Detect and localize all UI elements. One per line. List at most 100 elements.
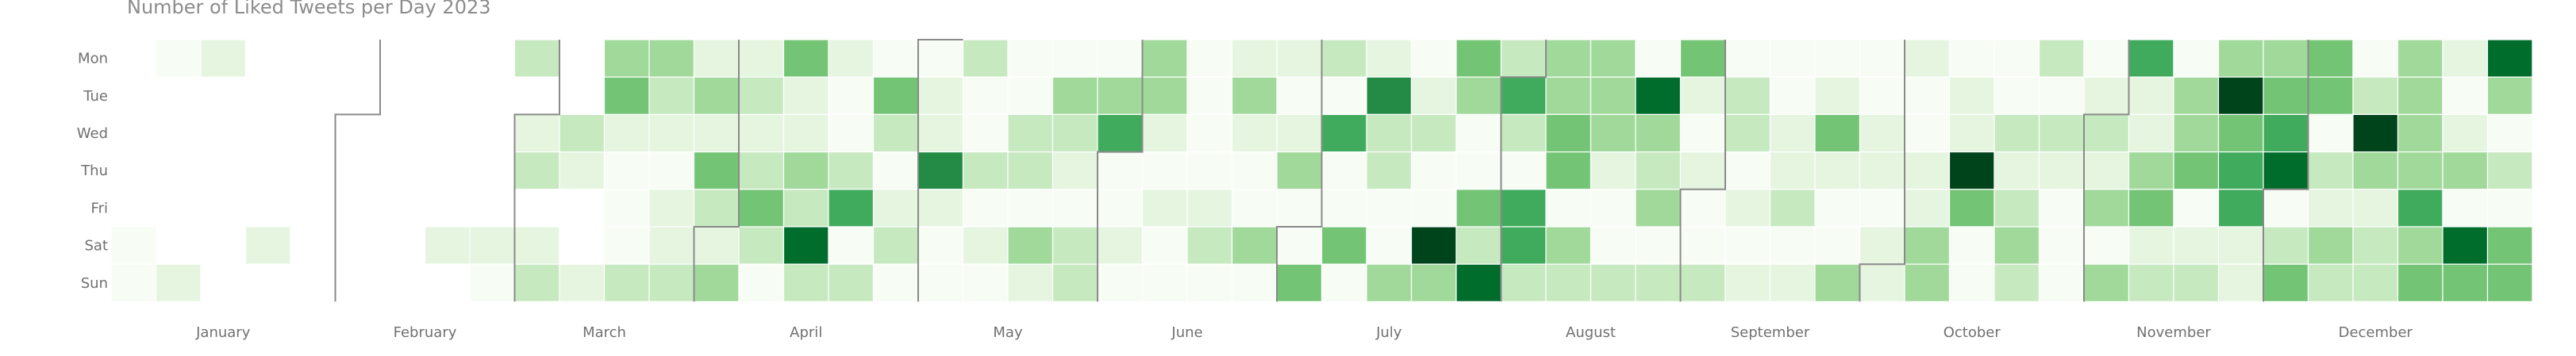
heatmap-cell xyxy=(1500,226,1547,265)
heatmap-cell xyxy=(1814,189,1861,228)
heatmap-cell xyxy=(244,76,291,115)
heatmap-cell xyxy=(155,76,202,115)
heatmap-cell xyxy=(334,226,381,265)
heatmap-cell xyxy=(917,263,964,303)
heatmap-cell xyxy=(917,76,964,115)
heatmap-cell xyxy=(693,39,740,78)
heatmap-cell xyxy=(1545,151,1592,190)
heatmap-cell xyxy=(513,263,560,303)
heatmap-cell xyxy=(2128,76,2174,115)
heatmap-cell xyxy=(962,113,1009,153)
heatmap-cell xyxy=(200,151,247,190)
heatmap-cell xyxy=(1141,113,1188,153)
heatmap-cell xyxy=(1545,189,1592,228)
heatmap-cell xyxy=(2128,226,2174,265)
heatmap-cell xyxy=(1679,76,1726,115)
heatmap-cell xyxy=(1097,113,1144,153)
heatmap-cell xyxy=(513,226,560,265)
heatmap-cell xyxy=(244,189,291,228)
heatmap-cell xyxy=(2352,151,2399,190)
heatmap-cell xyxy=(155,189,202,228)
heatmap-cell xyxy=(424,76,471,115)
heatmap-cell xyxy=(828,39,875,78)
heatmap-cell xyxy=(782,76,829,115)
heatmap-cell xyxy=(513,113,560,153)
heatmap-cell xyxy=(1859,263,1905,303)
heatmap-cell xyxy=(962,263,1009,303)
heatmap-cell xyxy=(1545,113,1592,153)
heatmap-cell xyxy=(2486,39,2533,78)
heatmap-cell xyxy=(782,151,829,190)
heatmap-cell xyxy=(1679,39,1726,78)
heatmap-cell xyxy=(2397,189,2443,228)
heatmap-cell xyxy=(513,76,560,115)
heatmap-cell xyxy=(1321,76,1367,115)
heatmap-cell xyxy=(2352,226,2399,265)
heatmap-cell xyxy=(1052,113,1098,153)
heatmap-cell xyxy=(1052,151,1098,190)
heatmap-cell xyxy=(2486,263,2533,303)
heatmap-cell xyxy=(1545,76,1592,115)
heatmap-cell xyxy=(1321,189,1367,228)
heatmap-cell xyxy=(1635,263,1682,303)
heatmap-cell xyxy=(155,226,202,265)
heatmap-cell xyxy=(2128,189,2174,228)
heatmap-cell xyxy=(2486,113,2533,153)
heatmap-cell xyxy=(424,151,471,190)
heatmap-cell xyxy=(513,151,560,190)
heatmap-cell xyxy=(1276,189,1323,228)
heatmap-cell xyxy=(1455,189,1502,228)
heatmap-cell xyxy=(603,39,650,78)
heatmap-cell xyxy=(782,189,829,228)
heatmap-cell xyxy=(559,263,606,303)
heatmap-cell xyxy=(1141,39,1188,78)
month-boundary-line xyxy=(1097,40,1144,302)
month-label-april: April xyxy=(790,324,822,341)
heatmap-cell xyxy=(200,263,247,303)
heatmap-cell xyxy=(2083,226,2130,265)
heatmap-cell xyxy=(1590,226,1636,265)
heatmap-cell xyxy=(1500,39,1547,78)
heatmap-cell xyxy=(2128,151,2174,190)
heatmap-cell xyxy=(828,113,875,153)
heatmap-cell xyxy=(1410,226,1457,265)
month-boundary-line xyxy=(693,40,740,302)
heatmap-cell xyxy=(2038,151,2085,190)
heatmap-cell xyxy=(648,113,695,153)
heatmap-cell xyxy=(1904,76,1951,115)
heatmap-cell xyxy=(1097,189,1144,228)
heatmap-cell xyxy=(110,189,157,228)
heatmap-cell xyxy=(244,226,291,265)
heatmap-cell xyxy=(738,113,785,153)
heatmap-cell xyxy=(1814,113,1861,153)
heatmap-cell xyxy=(603,226,650,265)
month-label-november: November xyxy=(2136,324,2211,341)
heatmap-cell xyxy=(1366,189,1413,228)
heatmap-cell xyxy=(1679,226,1726,265)
heatmap-cell xyxy=(738,263,785,303)
heatmap-cell xyxy=(1410,113,1457,153)
heatmap-cell xyxy=(2442,39,2489,78)
heatmap-cell xyxy=(200,226,247,265)
heatmap-cell xyxy=(782,39,829,78)
month-label-august: August xyxy=(1566,324,1616,341)
weekday-label-tue: Tue xyxy=(83,88,108,105)
heatmap-cell xyxy=(1590,189,1636,228)
month-label-october: October xyxy=(1944,324,2001,341)
heatmap-cell xyxy=(962,39,1009,78)
heatmap-cell xyxy=(962,226,1009,265)
heatmap-cell xyxy=(200,39,247,78)
heatmap-cell xyxy=(200,76,247,115)
heatmap-cell xyxy=(1904,113,1951,153)
heatmap-cell xyxy=(2173,76,2220,115)
heatmap-cell xyxy=(200,113,247,153)
heatmap-cell xyxy=(1859,113,1905,153)
weekday-label-mon: Mon xyxy=(78,51,108,67)
heatmap-cell xyxy=(244,263,291,303)
heatmap-cell xyxy=(1724,263,1771,303)
heatmap-cell xyxy=(1948,263,1995,303)
heatmap-cell xyxy=(559,189,606,228)
heatmap-cell xyxy=(1097,39,1144,78)
heatmap-cell xyxy=(1500,263,1547,303)
heatmap-cell xyxy=(1141,151,1188,190)
